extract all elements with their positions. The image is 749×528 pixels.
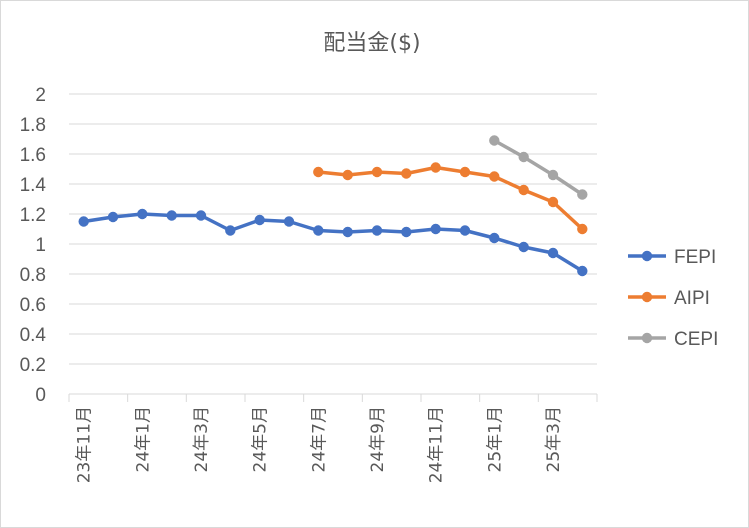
- data-point: [342, 226, 353, 238]
- x-tick-label: 24年7月: [309, 406, 329, 472]
- y-tick-label: 0.6: [20, 295, 46, 316]
- series-line: [316, 165, 585, 231]
- x-axis: 23年11月 24年1月 24年3月 24年5月 24年7月 24年9月 24年11月 25年…: [68, 393, 598, 483]
- data-point: [342, 169, 353, 181]
- legend-label: AIPI: [674, 288, 710, 309]
- series-layer: [78, 135, 588, 277]
- data-point: [401, 168, 412, 179]
- data-point: [489, 232, 500, 244]
- data-point: [430, 162, 441, 173]
- data-point: [577, 265, 588, 277]
- data-point: [313, 166, 324, 178]
- data-point: [195, 210, 207, 221]
- series-line: [81, 212, 585, 273]
- legend-item-fepi: FEPI: [628, 247, 716, 268]
- data-point: [518, 241, 529, 253]
- data-point: [430, 223, 441, 235]
- data-point: [78, 216, 89, 227]
- data-point: [371, 166, 383, 178]
- series-cepi: [489, 135, 588, 200]
- x-tick-label: 24年11月: [427, 406, 447, 483]
- y-tick-label: 0.4: [20, 325, 47, 346]
- legend-swatch-marker: [641, 250, 653, 262]
- series-fepi: [78, 208, 588, 277]
- y-tick-label: 1.2: [20, 205, 46, 226]
- data-point: [489, 171, 500, 182]
- y-tick-label: 2: [35, 85, 46, 106]
- x-tick-label: 24年9月: [368, 406, 388, 472]
- y-tick-label: 1: [35, 235, 46, 256]
- legend-item-aipi: AIPI: [628, 288, 710, 309]
- data-point: [225, 225, 236, 236]
- data-point: [254, 214, 265, 226]
- data-point: [313, 225, 324, 236]
- y-tick-label: 1.8: [20, 115, 46, 136]
- chart-title: 配当金($): [323, 31, 420, 56]
- series-aipi: [313, 162, 588, 235]
- legend-swatch-marker: [641, 291, 653, 303]
- y-tick-label: 1.4: [20, 175, 47, 196]
- series-line: [492, 138, 585, 197]
- legend-label: FEPI: [674, 247, 716, 268]
- legend-item-cepi: CEPI: [628, 329, 718, 350]
- legend: FEPI AIPI CEPI: [628, 247, 718, 350]
- data-point: [459, 166, 471, 178]
- legend-swatch-marker: [641, 332, 653, 344]
- legend-label: CEPI: [674, 329, 718, 350]
- data-point: [547, 247, 559, 259]
- data-point: [459, 225, 471, 236]
- x-tick-label: 25年1月: [485, 406, 505, 472]
- y-tick-label: 0.2: [20, 355, 46, 376]
- x-tick-label: 24年3月: [192, 406, 212, 472]
- data-point: [283, 216, 295, 227]
- y-axis-tick-labels: 0 0.2 0.4 0.6 0.8 1 1.2 1.4 1.6 1.8 2: [20, 85, 47, 406]
- data-point: [166, 210, 177, 221]
- x-tick-label: 23年11月: [75, 406, 95, 483]
- data-point: [371, 225, 383, 236]
- data-point: [401, 226, 412, 238]
- data-point: [547, 169, 559, 181]
- data-point: [137, 208, 148, 220]
- data-point: [518, 184, 529, 196]
- data-point: [577, 189, 588, 200]
- x-tick-label: 24年1月: [133, 406, 153, 472]
- data-point: [107, 211, 119, 223]
- data-point: [547, 196, 559, 208]
- y-tick-label: 0.8: [20, 265, 46, 286]
- data-point: [518, 151, 529, 163]
- x-tick-label: 24年5月: [251, 406, 271, 472]
- data-point: [489, 135, 500, 146]
- gridlines: [69, 93, 597, 365]
- x-tick-label: 25年3月: [544, 406, 564, 472]
- data-point: [577, 223, 588, 235]
- y-tick-label: 0: [35, 385, 46, 406]
- y-tick-label: 1.6: [20, 145, 46, 166]
